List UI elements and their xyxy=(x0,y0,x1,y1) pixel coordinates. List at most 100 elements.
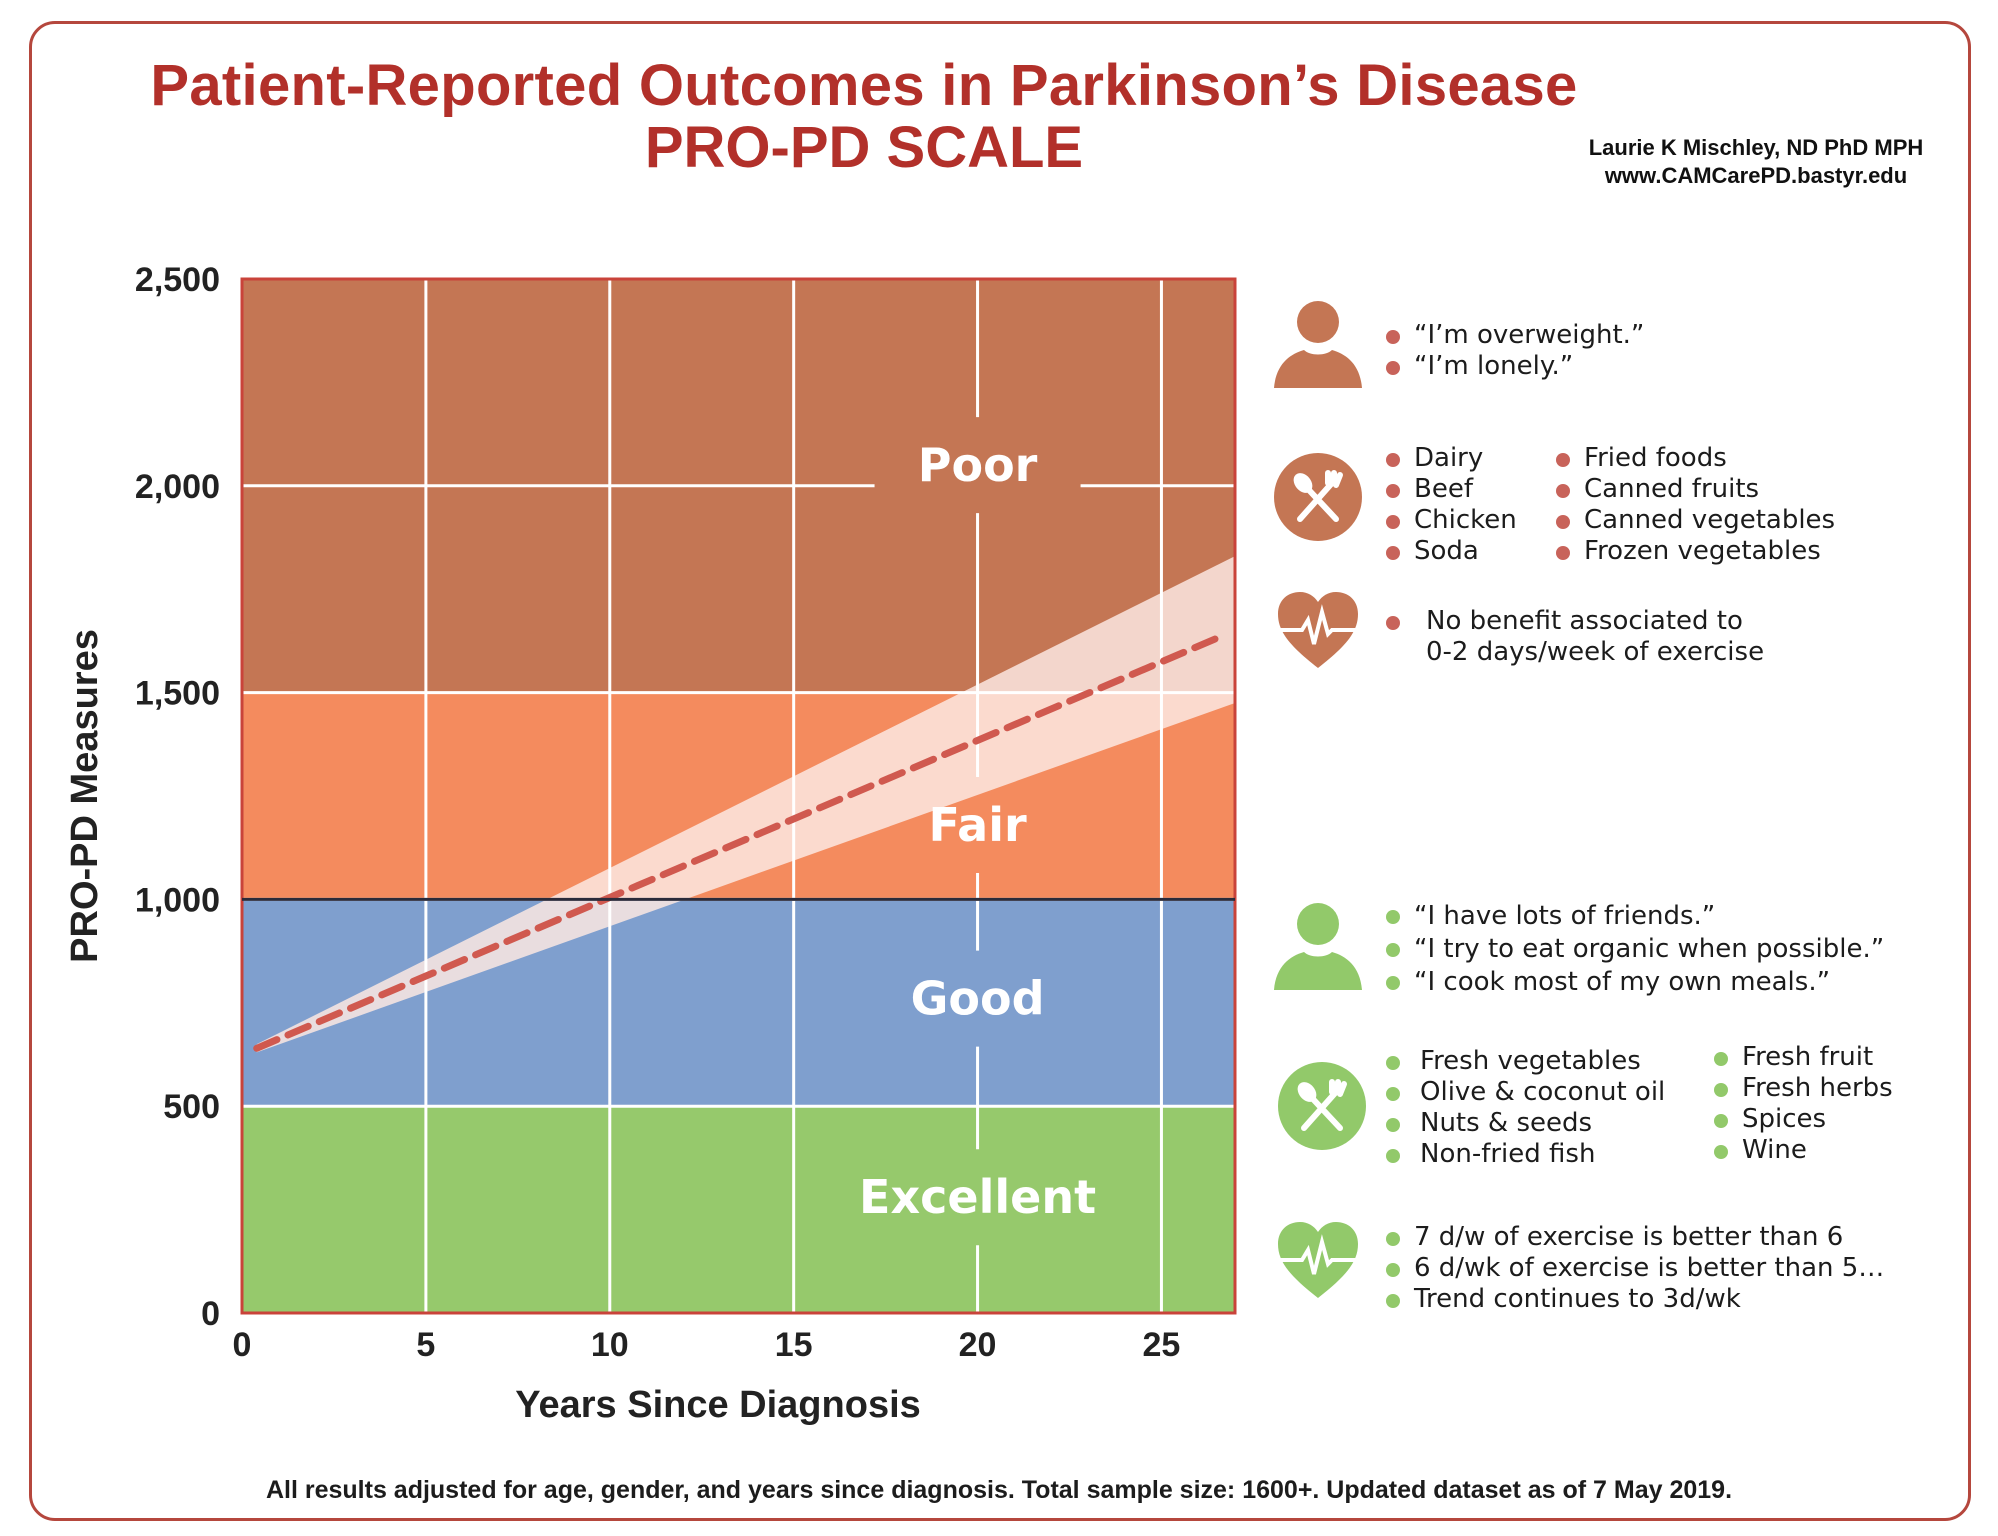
list-item: Beef xyxy=(1384,474,1517,505)
list-item: Chicken xyxy=(1384,505,1517,536)
list-item: Non-fried fish xyxy=(1384,1139,1665,1170)
list-item: Canned vegetables xyxy=(1554,505,1835,536)
x-tick-label: 20 xyxy=(959,1326,997,1364)
list-item: “I cook most of my own meals.” xyxy=(1384,966,1884,999)
x-axis-ticks: 0 5 10 15 20 25 xyxy=(233,1326,1181,1364)
bullet-icon xyxy=(1386,910,1400,924)
good-exercise: 7 d/w of exercise is better than 6 6 d/w… xyxy=(1384,1222,1884,1315)
list-item: Canned fruits xyxy=(1554,474,1835,505)
list-item: Trend continues to 3d/wk xyxy=(1384,1284,1884,1315)
list-item: 7 d/w of exercise is better than 6 xyxy=(1384,1222,1884,1253)
y-tick-label: 1,500 xyxy=(135,675,220,713)
y-tick-label: 2,500 xyxy=(135,261,220,299)
list-item: Frozen vegetables xyxy=(1554,536,1835,567)
bullet-icon xyxy=(1556,453,1570,467)
list-item: “I try to eat organic when possible.” xyxy=(1384,933,1884,966)
poor-exercise: No benefit associated to 0-2 days/week of… xyxy=(1384,606,1764,668)
list-item: No benefit associated to 0-2 days/week of… xyxy=(1384,606,1764,668)
zone-band-good xyxy=(242,899,1235,1107)
x-tick-label: 0 xyxy=(233,1326,252,1364)
list-item: Fresh vegetables xyxy=(1384,1046,1665,1077)
bullet-icon xyxy=(1386,330,1400,344)
bullet-icon xyxy=(1386,1232,1400,1246)
bullet-icon xyxy=(1386,976,1400,990)
poor-quotes: “I’m overweight.” “I’m lonely.” xyxy=(1384,320,1644,382)
bullet-icon xyxy=(1556,546,1570,560)
poor-foods-col2: Fried foods Canned fruits Canned vegetab… xyxy=(1554,443,1835,567)
confidence-band-group xyxy=(256,556,1235,1053)
bullet-icon xyxy=(1386,515,1400,529)
list-item: Fresh fruit xyxy=(1712,1042,1893,1073)
zone-label-fair: Fair xyxy=(928,798,1027,852)
y-tick-label: 500 xyxy=(163,1088,220,1126)
bullet-icon xyxy=(1556,515,1570,529)
bullet-icon xyxy=(1386,1149,1400,1163)
series-group xyxy=(253,633,1224,1052)
x-tick-label: 10 xyxy=(591,1326,629,1364)
zone-label-excellent: Excellent xyxy=(859,1170,1096,1224)
y-axis-ticks: 0 500 1,000 1,500 2,000 2,500 xyxy=(135,261,220,1333)
list-item: “I have lots of friends.” xyxy=(1384,900,1884,933)
bullet-icon xyxy=(1386,616,1400,630)
list-item: Wine xyxy=(1712,1135,1893,1166)
list-item: 6 d/wk of exercise is better than 5… xyxy=(1384,1253,1884,1284)
y-tick-label: 2,000 xyxy=(135,468,220,506)
list-item: Fresh herbs xyxy=(1712,1073,1893,1104)
bullet-icon xyxy=(1386,1087,1400,1101)
bullet-icon xyxy=(1386,453,1400,467)
list-item: Nuts & seeds xyxy=(1384,1108,1665,1139)
good-quotes: “I have lots of friends.” “I try to eat … xyxy=(1384,900,1884,999)
list-item: Soda xyxy=(1384,536,1517,567)
zone-band-excellent xyxy=(242,1106,1235,1313)
list-item: Dairy xyxy=(1384,443,1517,474)
bullet-icon xyxy=(1386,1056,1400,1070)
author-credit: Laurie K Mischley, ND PhD MPH www.CAMCar… xyxy=(1576,134,1936,190)
bullet-icon xyxy=(1386,1294,1400,1308)
x-tick-label: 15 xyxy=(775,1326,813,1364)
author-name: Laurie K Mischley, ND PhD MPH xyxy=(1588,135,1924,160)
list-item: Olive & coconut oil xyxy=(1384,1077,1665,1108)
bullet-icon xyxy=(1714,1083,1728,1097)
y-tick-label: 0 xyxy=(201,1295,220,1333)
bullet-icon xyxy=(1556,484,1570,498)
y-tick-label: 1,000 xyxy=(135,881,220,919)
good-foods-col2: Fresh fruit Fresh herbs Spices Wine xyxy=(1712,1042,1893,1166)
zone-bands xyxy=(242,279,1235,1313)
bullet-icon xyxy=(1386,1263,1400,1277)
list-item: Fried foods xyxy=(1554,443,1835,474)
zone-labels: Excellent Good Fair Poor xyxy=(859,438,1096,1224)
heartbeat-icon xyxy=(1276,590,1360,675)
trend-line xyxy=(253,633,1224,1052)
good-foods-col1: Fresh vegetables Olive & coconut oil Nut… xyxy=(1384,1046,1665,1170)
bullet-icon xyxy=(1386,943,1400,957)
list-item: Spices xyxy=(1712,1104,1893,1135)
x-tick-label: 5 xyxy=(416,1326,435,1364)
footer-note: All results adjusted for age, gender, an… xyxy=(265,1476,1733,1504)
person-icon xyxy=(1272,902,1364,999)
poster-frame xyxy=(29,21,1971,1521)
bullet-icon xyxy=(1714,1145,1728,1159)
list-item: “I’m overweight.” xyxy=(1384,320,1644,351)
zone-label-poor: Poor xyxy=(918,438,1038,492)
utensils-icon xyxy=(1278,1062,1366,1155)
heartbeat-icon xyxy=(1276,1220,1360,1305)
bullet-icon xyxy=(1714,1114,1728,1128)
poor-foods-col1: Dairy Beef Chicken Soda xyxy=(1384,443,1517,567)
plot-border xyxy=(240,277,1237,1315)
bullet-icon xyxy=(1386,361,1400,375)
chart-subtitle: PRO-PD SCALE xyxy=(644,115,1084,180)
zone-label-good: Good xyxy=(911,972,1045,1026)
y-axis-label: PRO-PD Measures xyxy=(64,629,106,963)
utensils-icon xyxy=(1274,453,1362,546)
list-item: “I’m lonely.” xyxy=(1384,351,1644,382)
bullet-icon xyxy=(1386,546,1400,560)
x-axis-label: Years Since Diagnosis xyxy=(515,1384,921,1426)
author-website: www.CAMCarePD.bastyr.edu xyxy=(1604,163,1908,188)
confidence-band xyxy=(256,556,1235,1053)
x-tick-label: 25 xyxy=(1143,1326,1181,1364)
bullet-icon xyxy=(1714,1052,1728,1066)
person-icon xyxy=(1272,300,1364,397)
bullet-icon xyxy=(1386,1118,1400,1132)
bullet-icon xyxy=(1386,484,1400,498)
